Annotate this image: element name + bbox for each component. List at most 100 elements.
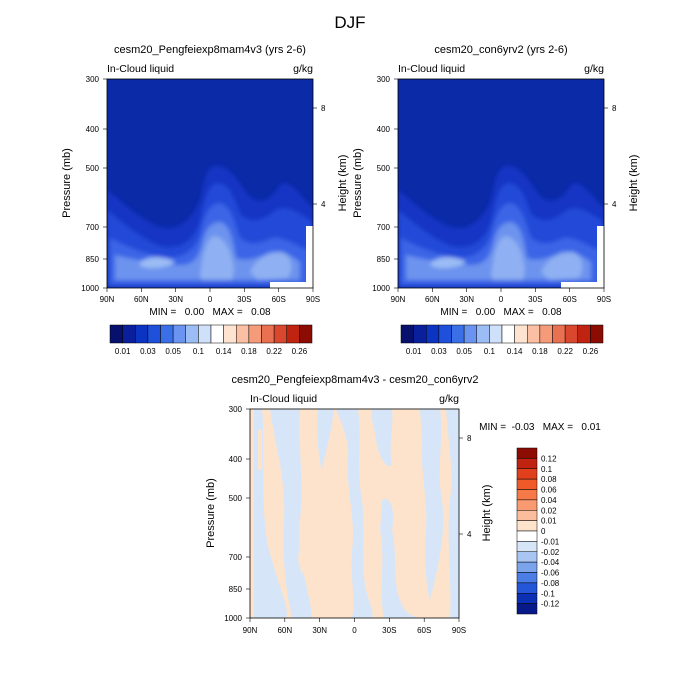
panel-3-units: g/kg (439, 393, 459, 405)
colorbar-swatch (185, 324, 199, 344)
colorbar-label: 0.14 (216, 347, 232, 356)
panel-1-x-tick-label: 90N (100, 295, 115, 304)
panel-1-y-tick-label: 300 (86, 75, 100, 84)
panel-2-colorbar: 0.01 0.03 0.05 0.1 0.14 0.18 0.22 0.26 (400, 324, 604, 356)
colorbar-label: 0.02 (541, 506, 557, 515)
colorbar-swatch (172, 324, 186, 344)
panel-1-plot-area (107, 79, 313, 288)
colorbar-swatch (223, 324, 237, 344)
colorbar-swatch (451, 324, 465, 344)
colorbar-label: 0.26 (292, 347, 308, 356)
colorbar-swatch (489, 324, 503, 344)
colorbar-label: -0.02 (541, 548, 560, 557)
panel-3-y-right-tick-label: 8 (467, 434, 472, 443)
panel-3-x-tick-label: 60S (417, 626, 431, 635)
colorbar-label: -0.1 (541, 589, 555, 598)
colorbar-label: 0.26 (583, 347, 599, 356)
panel-1-units: g/kg (293, 63, 313, 75)
panel-1-x-tick-label: 30N (168, 295, 183, 304)
panel-3-y-tick-label: 400 (229, 455, 243, 464)
colorbar-swatch (516, 510, 538, 521)
colorbar-label: 0.1 (541, 465, 553, 474)
colorbar-label: -0.08 (541, 579, 560, 588)
colorbar-label: 0.22 (266, 347, 282, 356)
panel-2-y-tick-label: 1000 (372, 284, 390, 293)
colorbar-swatch (516, 572, 538, 584)
colorbar-swatch (198, 324, 212, 344)
panel-3-plot-area (250, 409, 459, 618)
panel-2-y-ticks: 300 400 500 700 850 1000 8 4 (372, 75, 617, 293)
panel-3-stats: MIN = -0.03 MAX = 0.01 (479, 422, 601, 433)
colorbar-swatch (299, 324, 313, 344)
panel-2-x-tick-label: 0 (499, 295, 504, 304)
panel-1-x-tick-label: 0 (208, 295, 213, 304)
colorbar-swatch (516, 582, 538, 594)
colorbar-swatch (426, 324, 440, 344)
panel-2-x-tick-label: 60N (425, 295, 440, 304)
colorbar-swatch (438, 324, 452, 344)
colorbar-swatch (476, 324, 490, 344)
colorbar-swatch (147, 324, 161, 344)
colorbar-swatch (516, 603, 538, 615)
colorbar-swatch (539, 324, 553, 344)
colorbar-label: 0.01 (115, 347, 131, 356)
colorbar-swatch (516, 489, 538, 501)
colorbar-swatch (501, 324, 515, 344)
colorbar-label: 0.05 (456, 347, 472, 356)
panel-3-title: cesm20_Pengfeiexp8mam4v3 - cesm20_con6yr… (231, 374, 478, 386)
panel-1-y-tick-label: 850 (86, 255, 100, 264)
panel-2-y-tick-label: 850 (377, 255, 391, 264)
colorbar-swatch (273, 324, 287, 344)
panel-3-y-right-axis-label: Height (km) (481, 485, 493, 542)
panel-1-y-tick-label: 500 (86, 164, 100, 173)
panel-2-y-right-axis-label: Height (km) (628, 155, 640, 212)
colorbar-swatch (286, 324, 300, 344)
colorbar-label: 0.05 (165, 347, 181, 356)
colorbar-swatch (516, 593, 538, 604)
panel-3-x-ticks: 90N 60N 30N 0 30S 60S 90S (243, 618, 466, 635)
panel-1-y-right-axis-label: Height (km) (337, 155, 349, 212)
colorbar-label: 0.04 (541, 496, 557, 505)
colorbar-swatch (527, 324, 541, 344)
colorbar-label: 0.22 (557, 347, 573, 356)
panel-3-y-tick-label: 500 (229, 494, 243, 503)
panel-3-x-tick-label: 30S (382, 626, 396, 635)
colorbar-label: -0.01 (541, 537, 560, 546)
panel-2-y-right-tick-label: 8 (612, 104, 617, 113)
colorbar-swatch (236, 324, 250, 344)
panel-2-x-tick-label: 90S (597, 295, 611, 304)
panel-2-plot-area (398, 79, 604, 288)
colorbar-label: 0.08 (541, 475, 557, 484)
colorbar-swatch (516, 551, 538, 563)
panel-2-x-tick-label: 90N (391, 295, 406, 304)
panel-3-x-tick-label: 90S (452, 626, 466, 635)
panel-3-y-tick-label: 850 (229, 585, 243, 594)
panel-3-x-tick-label: 0 (352, 626, 357, 635)
panel-2-stats: MIN = 0.00 MAX = 0.08 (440, 307, 562, 318)
colorbar-swatch (109, 324, 123, 344)
colorbar-label: 0 (541, 527, 546, 536)
panel-1-y-tick-label: 700 (86, 223, 100, 232)
panel-1-colorbar: 0.01 0.03 0.05 0.1 0.14 0.18 0.22 0.26 (109, 324, 313, 356)
panel-2-y-tick-label: 400 (377, 125, 391, 134)
panel-2-x-tick-label: 30S (528, 295, 542, 304)
colorbar-label: 0.1 (193, 347, 205, 356)
colorbar-swatch (516, 561, 538, 573)
panel-3-x-tick-label: 60N (277, 626, 292, 635)
colorbar-swatch (577, 324, 591, 344)
panel-2-y-axis-label: Pressure (mb) (352, 148, 364, 218)
panel-1-left-label: In-Cloud liquid (107, 63, 174, 75)
panel-2-left-label: In-Cloud liquid (398, 63, 465, 75)
colorbar-swatch (160, 324, 174, 344)
colorbar-swatch (135, 324, 149, 344)
panel-3-y-axis-label: Pressure (mb) (205, 478, 217, 548)
panel-1-x-ticks: 90N 60N 30N 0 30S 60S 90S (100, 288, 320, 304)
panel-1-x-tick-label: 60S (272, 295, 286, 304)
colorbar-label: 0.01 (406, 347, 422, 356)
colorbar-swatch (516, 520, 538, 532)
panel-3-y-tick-label: 1000 (224, 614, 242, 623)
panel-1-y-ticks: 300 400 500 700 850 1000 8 4 (81, 75, 326, 293)
colorbar-swatch (516, 478, 538, 490)
panel-1-y-right-tick-label: 4 (321, 200, 326, 209)
